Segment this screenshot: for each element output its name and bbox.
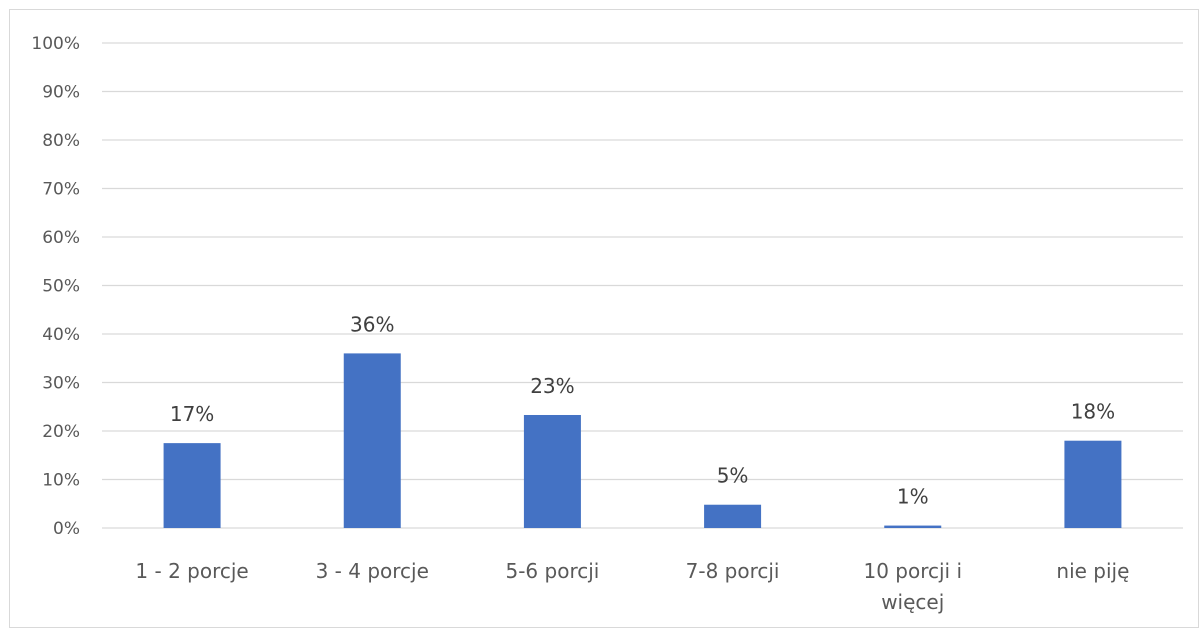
category-label: 10 porcji i [863, 559, 962, 583]
category-label: 7-8 porcji [686, 559, 780, 583]
data-label: 5% [717, 464, 749, 488]
data-label: 36% [350, 312, 394, 336]
y-tick-label: 0% [53, 519, 80, 539]
data-label: 17% [170, 402, 214, 426]
category-label: nie piję [1056, 559, 1129, 583]
y-tick-label: 30% [42, 374, 80, 394]
bar [884, 525, 942, 528]
y-tick-label: 90% [42, 83, 80, 103]
bar [343, 353, 401, 528]
bars [163, 353, 1122, 528]
bar [523, 414, 581, 528]
y-tick-label: 20% [42, 422, 80, 442]
y-tick-label: 60% [42, 228, 80, 248]
category-labels: 1 - 2 porcje 3 - 4 porcje 5-6 porcji 7-8 po… [135, 559, 1129, 614]
y-tick-label: 10% [42, 471, 80, 491]
y-tick-label: 50% [42, 277, 80, 297]
data-label: 18% [1071, 400, 1115, 424]
y-axis-tick-labels: 0% 10% 20% 30% 40% 50% 60% 70% 80% 90% 100% [31, 34, 80, 539]
data-label: 1% [897, 485, 929, 509]
y-tick-label: 40% [42, 325, 80, 345]
bar [704, 504, 762, 528]
category-label: 3 - 4 porcje [316, 559, 429, 583]
category-label: 5-6 porcji [505, 559, 599, 583]
bar [163, 443, 221, 528]
bar [1064, 440, 1122, 528]
y-tick-label: 80% [42, 131, 80, 151]
category-label: 1 - 2 porcje [135, 559, 248, 583]
data-labels: 17% 36% 23% 5% 1% 18% [170, 312, 1115, 508]
category-label: więcej [881, 590, 944, 614]
y-tick-label: 70% [42, 180, 80, 200]
y-tick-label: 100% [31, 34, 80, 54]
gridlines [102, 42, 1183, 529]
data-label: 23% [530, 374, 574, 398]
